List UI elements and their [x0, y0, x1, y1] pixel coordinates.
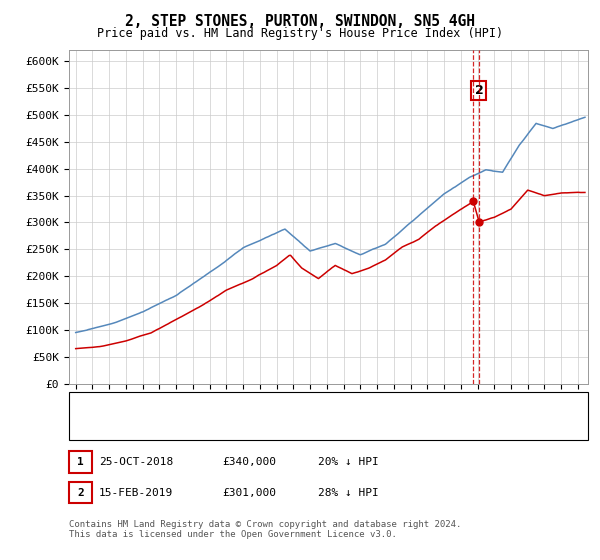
Text: Contains HM Land Registry data © Crown copyright and database right 2024.
This d: Contains HM Land Registry data © Crown c…	[69, 520, 461, 539]
Text: HPI: Average price, detached house, Wiltshire: HPI: Average price, detached house, Wilt…	[107, 422, 388, 432]
Text: £301,000: £301,000	[222, 488, 276, 498]
Text: 2: 2	[475, 84, 483, 97]
Text: 2, STEP STONES, PURTON, SWINDON, SN5 4GH (detached house): 2, STEP STONES, PURTON, SWINDON, SN5 4GH…	[107, 400, 463, 410]
Text: 28% ↓ HPI: 28% ↓ HPI	[318, 488, 379, 498]
Text: 25-OCT-2018: 25-OCT-2018	[99, 457, 173, 467]
Text: Price paid vs. HM Land Registry's House Price Index (HPI): Price paid vs. HM Land Registry's House …	[97, 27, 503, 40]
Text: 2: 2	[77, 488, 84, 498]
Text: £340,000: £340,000	[222, 457, 276, 467]
Text: 1: 1	[77, 457, 84, 467]
Text: 15-FEB-2019: 15-FEB-2019	[99, 488, 173, 498]
Text: 20% ↓ HPI: 20% ↓ HPI	[318, 457, 379, 467]
Text: 2, STEP STONES, PURTON, SWINDON, SN5 4GH: 2, STEP STONES, PURTON, SWINDON, SN5 4GH	[125, 14, 475, 29]
